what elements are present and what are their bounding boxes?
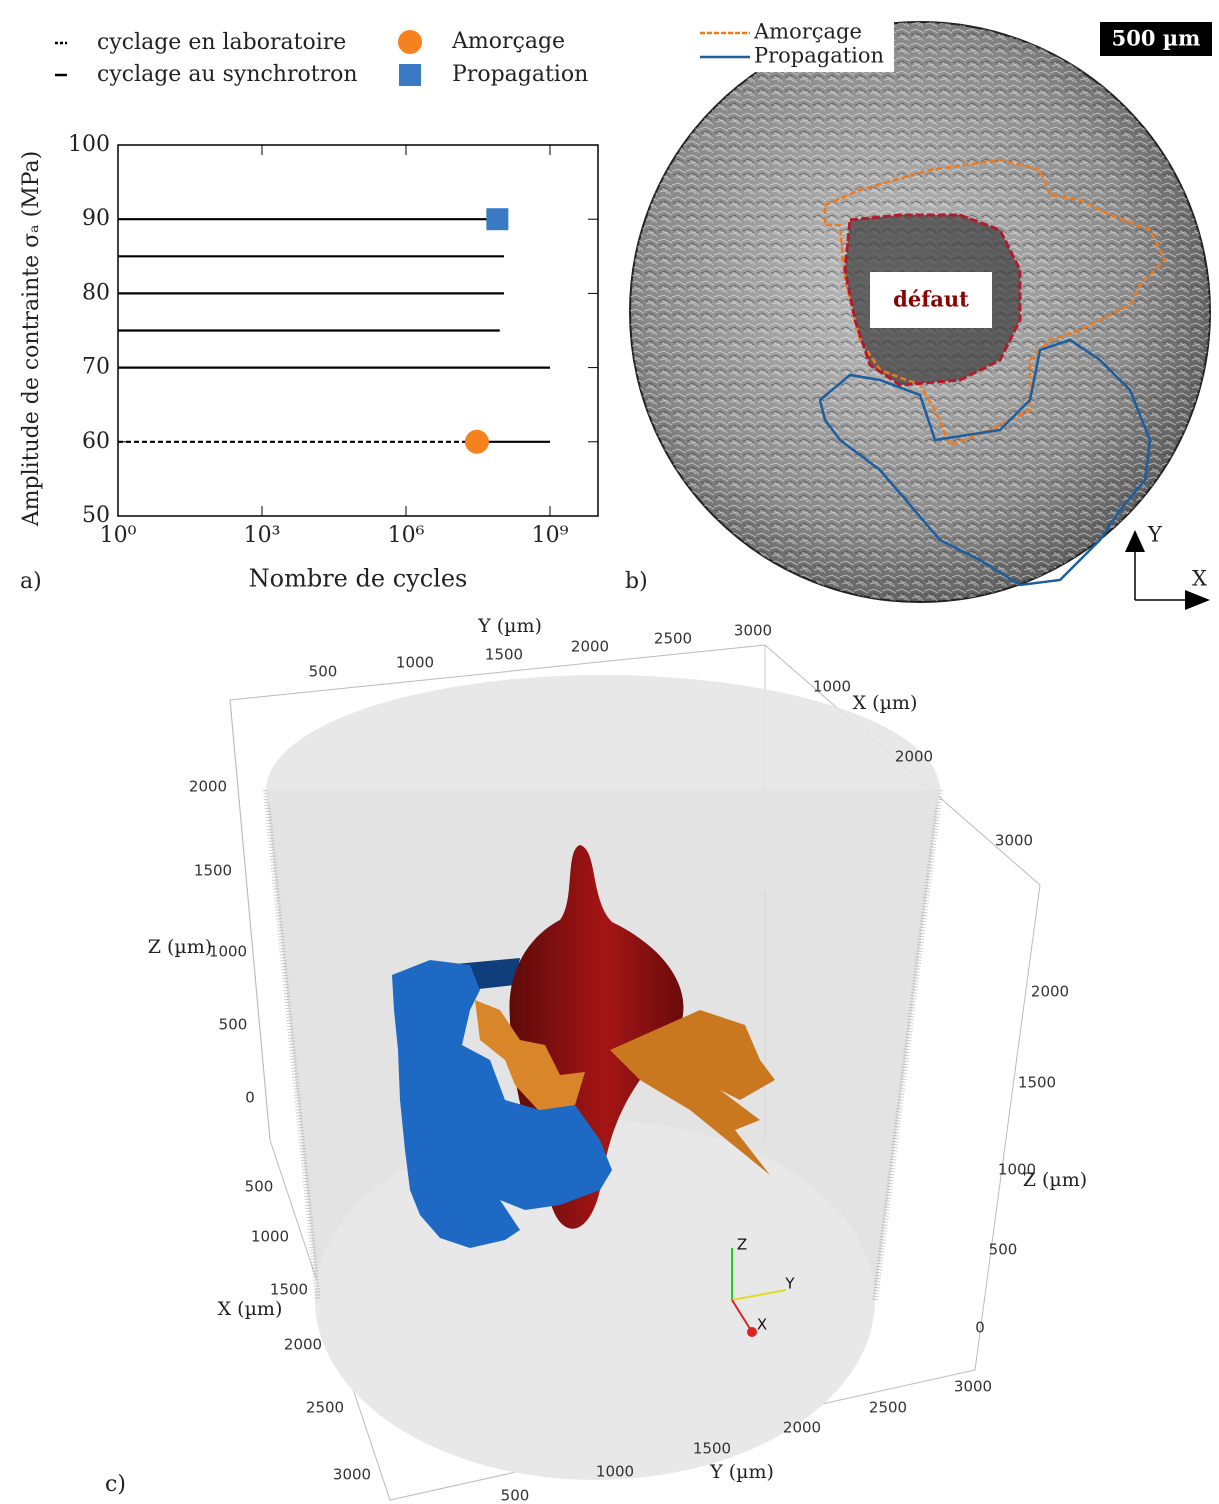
axis-tick-label: 1000 [251, 1228, 289, 1246]
arrow-head [1125, 530, 1145, 552]
legend-label: cyclage au synchrotron [97, 62, 358, 87]
triad-label: Y [784, 1275, 795, 1293]
initiation-crack [475, 1000, 585, 1112]
defect-label-box [870, 272, 992, 328]
axis-tick-label: 500 [989, 1241, 1018, 1259]
axis-tick-label: 500 [219, 1016, 248, 1034]
axis-tick-label: 1500 [270, 1281, 308, 1299]
panel-label: c) [105, 1472, 126, 1497]
axis-tick-label: 2500 [654, 630, 692, 648]
axis-tick-label: 3000 [333, 1466, 371, 1484]
axis-tick-label: 2000 [189, 778, 227, 796]
axis-tick-label: 1000 [813, 678, 851, 696]
triad-label: X [757, 1316, 767, 1334]
axis-tick-label: 0 [245, 1089, 255, 1107]
y-tick-label: 60 [82, 429, 110, 454]
marker [486, 208, 509, 231]
axis-tick-label: 1500 [485, 646, 523, 664]
legend-label: Amorçage [451, 29, 565, 54]
axis-tick-label: 3000 [954, 1378, 992, 1396]
x-tick-label: 10⁹ [532, 523, 569, 548]
x-tick-label: 10³ [244, 523, 281, 548]
axis-tick-label: 2000 [895, 748, 933, 766]
legend-label: cyclage en laboratoire [97, 30, 346, 55]
axis-title: Z (µm) [1023, 1169, 1087, 1191]
axis-tick-label: 1000 [998, 1161, 1036, 1179]
y-tick-label: 80 [82, 280, 110, 305]
cylinder-top [266, 675, 940, 905]
axis-label-x: X [1192, 567, 1207, 591]
x-tick-label: 10⁶ [388, 523, 425, 548]
axis-tick-label: 2500 [306, 1399, 344, 1417]
triad-x [731, 1299, 753, 1333]
axis-title: X (µm) [218, 1298, 283, 1320]
initiation-crack [610, 1010, 775, 1175]
axis-tick-label: 1500 [693, 1440, 731, 1458]
scale-bar-label: 500 µm [1112, 26, 1201, 51]
axis-tick-label: 1500 [194, 862, 232, 880]
y-tick-label: 100 [68, 132, 110, 157]
y-axis-label: Amplitude de contrainte σₐ (MPa) [19, 151, 44, 528]
axis-title: Y (µm) [709, 1461, 774, 1483]
series-line [118, 218, 550, 443]
panel-label: a) [20, 569, 42, 594]
legend-box [698, 18, 894, 72]
axis-label-y: Y [1147, 523, 1163, 547]
scale-bar [1100, 22, 1212, 56]
axis-tick-label: 3000 [995, 832, 1033, 850]
legend-swatch [398, 30, 422, 54]
axis-title: Y (µm) [477, 615, 542, 637]
axis-tick-label: 500 [245, 1178, 274, 1196]
defect-outline [843, 213, 1022, 387]
y-tick-label: 70 [82, 355, 110, 380]
axis-tick-label: 2000 [571, 638, 609, 656]
defect-label: défaut [893, 287, 969, 312]
legend-label: Amorçage [753, 20, 862, 44]
axis-tick-label: 1000 [596, 1463, 634, 1481]
axis-tick-label: 2000 [284, 1336, 322, 1354]
axis-tick-label: 3000 [734, 622, 772, 640]
legend-label: Propagation [754, 44, 884, 68]
arrow-head [1185, 590, 1210, 610]
legend-label: Propagation [452, 62, 588, 87]
x-tick-label: 10⁰ [100, 523, 137, 548]
marker [464, 429, 489, 454]
axis-tick-label: 2000 [783, 1419, 821, 1437]
axis-tick-label: 500 [501, 1487, 530, 1504]
axis-tick-label: 500 [309, 663, 338, 681]
axis-tick-label: 1000 [209, 943, 247, 961]
axis-tick-label: 1000 [396, 654, 434, 672]
bounding-box-edge [229, 699, 271, 1141]
axis-tick-label: 1500 [1018, 1074, 1056, 1092]
axis-tick-label: 2500 [869, 1399, 907, 1417]
y-tick-label: 90 [82, 206, 110, 231]
x-axis-label: Nombre de cycles [249, 565, 468, 593]
axis-tick-label: 0 [975, 1319, 985, 1337]
panel-a: 50 60 70 80 90 100 10⁰ 10³ 10⁶ 10⁹ Amplitude de co… [19, 29, 599, 594]
region-outline [818, 338, 1152, 587]
axis-title: X (µm) [853, 692, 918, 714]
triad-y [731, 1289, 787, 1301]
axis-tick-label: 2000 [1031, 983, 1069, 1001]
legend-swatch [399, 64, 421, 86]
triad-x-head [747, 1327, 757, 1337]
y-tick-label: 50 [82, 503, 110, 528]
axis-title: Z (µm) [148, 936, 212, 958]
triad-label: Z [737, 1236, 747, 1254]
propagation-crack [392, 960, 612, 1248]
panel-c: 500 1000 1500 2000 2500 3000 Y (µm) 1000 2000 300… [105, 615, 1087, 1504]
panel-label: b) [625, 569, 648, 594]
